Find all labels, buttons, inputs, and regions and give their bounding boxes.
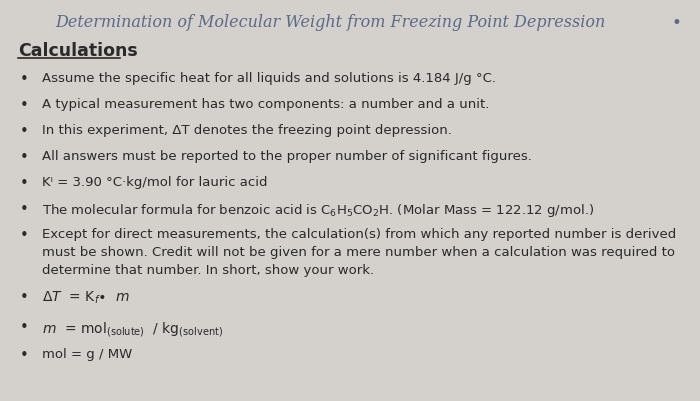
Text: •: • bbox=[20, 289, 29, 304]
Text: Except for direct measurements, the calculation(s) from which any reported numbe: Except for direct measurements, the calc… bbox=[42, 227, 676, 241]
Text: •: • bbox=[672, 14, 682, 32]
Text: •: • bbox=[20, 319, 29, 334]
Text: The molecular formula for benzoic acid is C$_6$H$_5$CO$_2$H. (Molar Mass = 122.1: The molecular formula for benzoic acid i… bbox=[42, 201, 594, 219]
Text: •: • bbox=[20, 124, 29, 139]
Text: $m$  = mol$_{\mathregular{(solute)}}$  / kg$_{\mathregular{(solvent)}}$: $m$ = mol$_{\mathregular{(solute)}}$ / k… bbox=[42, 319, 223, 338]
Text: •: • bbox=[20, 72, 29, 87]
Text: $\Delta T$  = K$_f$$\bullet$  $m$: $\Delta T$ = K$_f$$\bullet$ $m$ bbox=[42, 289, 130, 306]
Text: •: • bbox=[20, 201, 29, 217]
Text: Calculations: Calculations bbox=[18, 42, 138, 60]
Text: A typical measurement has two components: a number and a unit.: A typical measurement has two components… bbox=[42, 98, 489, 111]
Text: must be shown. Credit will not be given for a mere number when a calculation was: must be shown. Credit will not be given … bbox=[42, 245, 675, 258]
Text: Determination of Molecular Weight from Freezing Point Depression: Determination of Molecular Weight from F… bbox=[55, 14, 605, 31]
Text: •: • bbox=[20, 227, 29, 242]
Text: Assume the specific heat for all liquids and solutions is 4.184 J/g °C.: Assume the specific heat for all liquids… bbox=[42, 72, 496, 85]
Text: •: • bbox=[20, 176, 29, 190]
Text: •: • bbox=[20, 98, 29, 113]
Text: In this experiment, ΔT denotes the freezing point depression.: In this experiment, ΔT denotes the freez… bbox=[42, 124, 452, 137]
Text: All answers must be reported to the proper number of significant figures.: All answers must be reported to the prop… bbox=[42, 150, 532, 162]
Text: Kⁱ = 3.90 °C·kg/mol for lauric acid: Kⁱ = 3.90 °C·kg/mol for lauric acid bbox=[42, 176, 267, 188]
Text: mol = g / MW: mol = g / MW bbox=[42, 347, 132, 360]
Text: •: • bbox=[20, 150, 29, 164]
Text: determine that number. In short, show your work.: determine that number. In short, show yo… bbox=[42, 263, 374, 276]
Text: •: • bbox=[20, 347, 29, 362]
